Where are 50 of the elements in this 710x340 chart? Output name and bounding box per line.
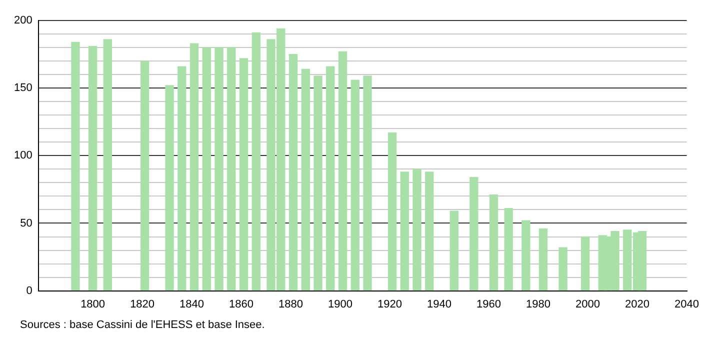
bar <box>252 32 260 291</box>
bar <box>140 60 150 291</box>
x-tick-label: 2040 <box>674 298 700 310</box>
bar <box>326 66 335 291</box>
bar <box>71 42 80 291</box>
bar <box>350 80 360 291</box>
bar <box>338 51 348 291</box>
bar <box>470 176 478 291</box>
x-tick-label: 1860 <box>229 298 254 310</box>
bar <box>214 47 224 291</box>
bar <box>301 68 310 291</box>
bar <box>489 194 498 291</box>
bar <box>425 172 434 291</box>
x-tick-label: 1940 <box>427 298 452 310</box>
y-tick-label: 0 <box>26 284 32 297</box>
bar <box>165 85 174 291</box>
x-tick-label: 1840 <box>180 298 204 310</box>
bar <box>288 54 298 291</box>
source-note: Sources : base Cassini de l'EHESS et base Insee. <box>20 319 265 331</box>
bar <box>580 236 590 291</box>
bar <box>504 208 513 291</box>
bar <box>538 228 548 291</box>
bar <box>450 210 458 291</box>
bar <box>202 47 211 291</box>
bar <box>314 76 322 291</box>
bar <box>363 76 372 291</box>
x-tick-label: 2020 <box>625 298 650 310</box>
y-tick-label: 50 <box>20 217 32 230</box>
y-tick-label: 100 <box>14 150 32 162</box>
bar <box>190 43 199 291</box>
x-tick-label: 1980 <box>526 298 551 310</box>
bar <box>239 58 248 291</box>
bar <box>558 247 568 291</box>
bar <box>522 220 530 291</box>
x-tick-label: 1960 <box>476 298 502 310</box>
bar <box>400 172 409 291</box>
bar <box>103 39 112 291</box>
bar <box>412 168 422 291</box>
bar <box>88 46 98 291</box>
bar <box>227 47 236 291</box>
bar <box>388 132 397 291</box>
x-tick-label: 1820 <box>130 298 155 310</box>
x-tick-label: 1900 <box>328 298 353 310</box>
x-tick-label: 1800 <box>80 298 106 310</box>
y-tick-label: 150 <box>14 82 32 94</box>
bar <box>178 66 186 291</box>
x-tick-label: 2000 <box>576 298 600 310</box>
x-tick-label: 1880 <box>278 298 304 310</box>
x-tick-label: 1920 <box>378 298 402 310</box>
y-tick-label: 200 <box>14 14 32 27</box>
